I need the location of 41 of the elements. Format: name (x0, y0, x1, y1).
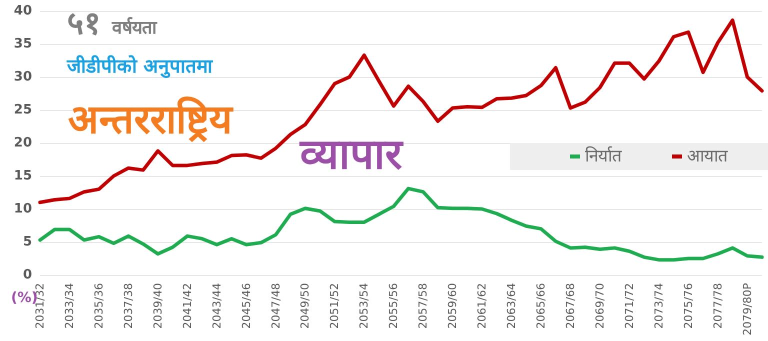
x-tick-label: 2077/78 (711, 283, 724, 329)
x-tick-label: 2051/52 (328, 283, 342, 329)
x-tick-label: 2053/54 (358, 283, 371, 329)
line-series (38, 186, 764, 262)
x-tick-label: 2065/66 (534, 283, 548, 329)
annotation: अन्तरराष्ट्रिय (68, 96, 234, 143)
x-tick-label: 2049/50 (298, 283, 312, 329)
x-tick-label: 2057/58 (416, 283, 430, 329)
y-tick-label: 0 (22, 268, 32, 282)
x-tick-label: 2035/36 (92, 283, 106, 329)
y-tick-label: 10 (14, 202, 32, 216)
x-tick-label: 2047/48 (269, 283, 282, 329)
x-tick-label: 2063/64 (505, 283, 518, 329)
chart-title: ५१ वर्षयता (67, 4, 158, 42)
y-tick-label: 25 (14, 102, 32, 118)
y-tick-label: 40 (14, 4, 32, 18)
x-tick-label: 2079/80P (740, 282, 754, 336)
x-tick-label: 2033/34 (62, 283, 76, 329)
x-tick-label: 2043/44 (210, 283, 224, 329)
x-tick-label: 2075/76 (682, 283, 695, 329)
y-tick-label: 20 (14, 136, 32, 150)
legend-label: आयात (687, 146, 728, 166)
x-tick-label: 2073/74 (652, 283, 666, 329)
x-tick-label: 2069/70 (593, 283, 606, 329)
x-tick-label: 2037/38 (122, 283, 135, 329)
legend-label: निर्यात (585, 146, 622, 166)
x-tick-label: 2071/72 (622, 283, 636, 329)
y-tick-label: 35 (14, 36, 32, 52)
x-tick-label: 2041/42 (180, 283, 194, 329)
x-tick-label: 2059/60 (446, 283, 460, 329)
y-tick-label: 5 (22, 234, 32, 250)
y-tick-label: 30 (14, 70, 32, 84)
y-tick-label: 15 (14, 168, 32, 184)
x-tick-label: 2039/40 (151, 283, 164, 329)
x-tick-label: 2031/32 (34, 283, 46, 329)
annotation: व्यापार (299, 130, 404, 178)
x-tick-label: 2061/62 (476, 283, 489, 329)
x-tick-label: 2055/56 (387, 283, 400, 329)
x-tick-label: 2045/46 (240, 283, 253, 329)
text: जीडीपीको अनुपातमा (66, 54, 214, 78)
x-tick-label: 2067/68 (564, 283, 577, 329)
